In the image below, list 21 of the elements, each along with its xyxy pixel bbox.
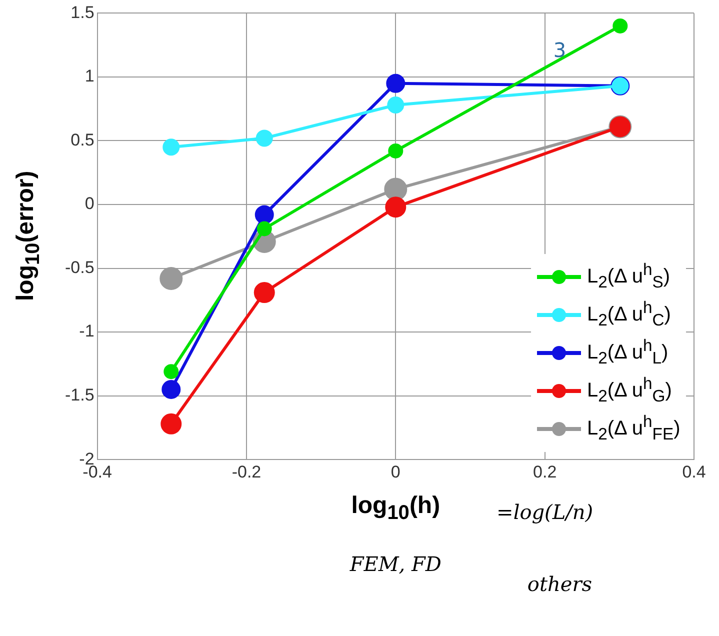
legend-label: L$_{2}$(Δ u$^{h}$$_{C}$) xyxy=(587,298,671,331)
x-tick-label: 0.2 xyxy=(533,462,557,482)
legend-label: L$_{2}$(Δ u$^{h}$$_{L}$) xyxy=(587,336,668,369)
y-tick-label: -1.5 xyxy=(64,386,94,405)
y-tick-label: 0.5 xyxy=(70,130,94,150)
text: others xyxy=(527,572,592,596)
y-tick-label: 1 xyxy=(84,66,94,86)
annotation: 3 xyxy=(553,38,566,62)
y-tick-label: -1 xyxy=(79,322,94,341)
text: FEM, FD xyxy=(350,552,442,576)
x-tick-label: -0.2 xyxy=(232,462,262,482)
legend-label: L$_{2}$(Δ u$^{h}$$_{S}$) xyxy=(587,260,670,293)
y-tick-label: 1.5 xyxy=(70,2,94,22)
legend-label: L$_{2}$(Δ u$^{h}$$_{G}$) xyxy=(587,374,672,407)
x-tick-label: 0.4 xyxy=(682,462,706,482)
x-tick-label: 0 xyxy=(390,462,400,482)
y-tick-label: -0.5 xyxy=(64,258,94,277)
text: =log(L/n) xyxy=(496,500,594,524)
x-axis-title: log$_{10}$(h) xyxy=(351,492,440,524)
legend-label: L$_{2}$(Δ u$^{h}$$_{FE}$) xyxy=(587,412,680,445)
y-tick-label: 0 xyxy=(84,194,94,214)
